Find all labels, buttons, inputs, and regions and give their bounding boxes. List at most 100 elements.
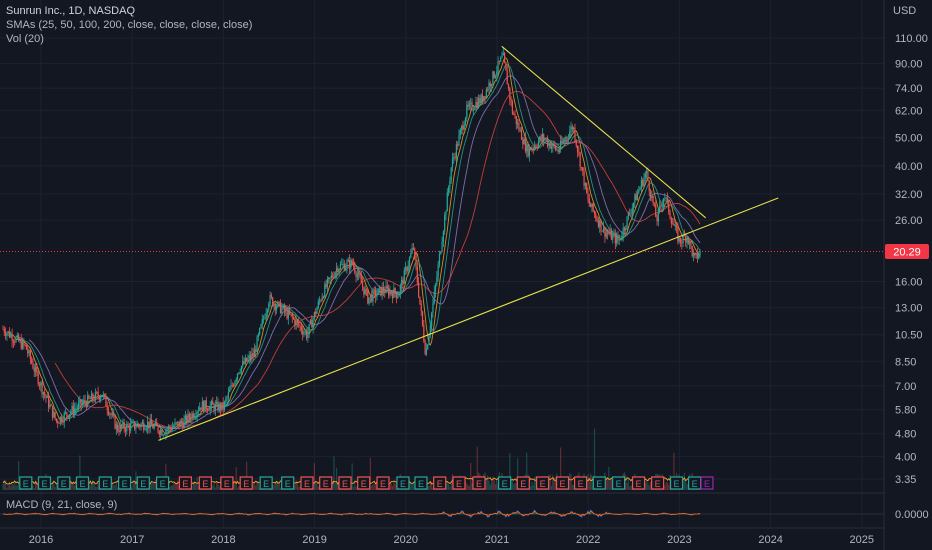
earnings-marker-miss[interactable]: E <box>536 476 550 490</box>
macd-histogram-bar <box>574 513 576 515</box>
earnings-marker-box <box>98 476 112 490</box>
earnings-marker-miss[interactable]: E <box>198 476 212 490</box>
earnings-marker-beat[interactable]: E <box>57 476 71 490</box>
earnings-marker-beat[interactable]: E <box>136 476 150 490</box>
earnings-marker-upcoming[interactable]: E <box>700 476 714 490</box>
earnings-marker-miss[interactable]: E <box>338 476 352 490</box>
candle-body <box>459 129 461 135</box>
earnings-marker-beat[interactable]: E <box>396 476 410 490</box>
earnings-marker-beat[interactable]: E <box>156 476 170 490</box>
candle-body <box>236 373 239 379</box>
candle-body <box>165 430 167 435</box>
earnings-marker-miss[interactable]: E <box>516 476 530 490</box>
earnings-marker-beat[interactable]: E <box>498 476 512 490</box>
earnings-marker-beat[interactable]: E <box>688 476 702 490</box>
volume-bar <box>354 480 356 490</box>
earnings-marker-miss[interactable]: E <box>220 476 234 490</box>
candle-body <box>453 157 455 159</box>
candle-body <box>239 372 241 374</box>
earnings-marker-miss[interactable]: E <box>555 476 570 490</box>
earnings-marker-beat[interactable]: E <box>414 476 428 490</box>
symbol-title[interactable]: Sunrun Inc., 1D, NASDAQ <box>6 5 135 17</box>
price-axis[interactable]: 110.00 90.00 74.00 62.00 50.00 40.00 32.00 26.0… <box>895 33 928 486</box>
candle-body <box>206 409 209 411</box>
candle-body <box>253 349 256 356</box>
volume-bar <box>176 480 179 490</box>
volume-bar <box>173 483 175 490</box>
candle-body <box>53 411 55 418</box>
volume-bar <box>629 486 631 490</box>
earnings-marker-miss[interactable]: E <box>452 476 466 490</box>
macd-histogram-bar <box>608 513 610 515</box>
macd-histogram-bar <box>349 513 351 515</box>
sma-legend[interactable]: SMAs (25, 50, 100, 200, close, close, cl… <box>6 19 253 31</box>
volume-bar <box>33 487 35 490</box>
candle-body <box>670 218 672 224</box>
earnings-marker-beat[interactable]: E <box>98 476 112 490</box>
macd-histogram-bar <box>592 513 594 515</box>
earnings-marker-box <box>281 476 295 490</box>
earnings-marker-beat[interactable]: E <box>75 476 90 490</box>
earnings-marker-beat[interactable]: E <box>612 476 626 490</box>
candle-body <box>182 422 184 428</box>
candle-body <box>154 422 157 426</box>
volume-bar <box>253 482 256 490</box>
resistance-trendline[interactable] <box>501 45 707 219</box>
candle-body <box>350 259 352 269</box>
macd-histogram-bar <box>110 513 112 515</box>
candle-body <box>502 53 504 56</box>
earnings-marker-miss[interactable]: E <box>433 476 447 490</box>
earnings-marker-box <box>650 476 665 490</box>
earnings-marker-label: E <box>263 479 269 489</box>
earnings-marker-beat[interactable]: E <box>118 476 132 490</box>
candle-body <box>321 296 323 301</box>
trendlines[interactable] <box>158 45 779 441</box>
earnings-marker-miss[interactable]: E <box>574 476 588 490</box>
macd-histogram-bar <box>328 513 330 515</box>
y-tick-label: 13.00 <box>895 303 923 315</box>
earnings-marker-beat[interactable]: E <box>281 476 295 490</box>
candle-body <box>644 173 646 178</box>
macd-histogram-bar <box>579 514 581 516</box>
earnings-marker-miss[interactable]: E <box>239 476 253 490</box>
earnings-marker-label: E <box>122 479 128 489</box>
earnings-marker-miss[interactable]: E <box>178 476 192 490</box>
candle-body <box>193 416 196 418</box>
earnings-marker-miss[interactable]: E <box>472 476 486 490</box>
candle-body <box>345 267 347 271</box>
volume-bar <box>429 481 431 490</box>
macd-legend[interactable]: MACD (9, 21, close, 9) <box>6 499 118 511</box>
candle-body <box>369 294 372 298</box>
candle-body <box>575 140 577 146</box>
volume-bar <box>11 483 13 490</box>
volume-bar <box>115 481 117 490</box>
earnings-marker-beat[interactable]: E <box>19 476 33 490</box>
earnings-marker-miss[interactable]: E <box>376 476 390 490</box>
support-trendline[interactable] <box>158 197 779 441</box>
x-tick-label: 2025 <box>850 534 874 546</box>
volume-bar <box>685 481 687 490</box>
earnings-marker-label: E <box>202 479 208 489</box>
earnings-marker-beat[interactable]: E <box>259 476 273 490</box>
volume-bar <box>372 484 374 490</box>
volume-bar <box>432 487 434 490</box>
earnings-marker-miss[interactable]: E <box>631 476 646 490</box>
candle-body <box>285 309 287 312</box>
candle-body <box>367 290 369 304</box>
macd-histogram-bar <box>663 513 665 515</box>
earnings-marker-miss[interactable]: E <box>357 476 371 490</box>
earnings-marker-beat[interactable]: E <box>37 476 52 490</box>
candle-body <box>139 425 141 427</box>
earnings-marker-miss[interactable]: E <box>650 476 665 490</box>
earnings-marker-beat[interactable]: E <box>669 476 684 490</box>
earnings-marker-beat[interactable]: E <box>592 476 606 490</box>
earnings-marker-miss[interactable]: E <box>300 476 314 490</box>
volume-legend[interactable]: Vol (20) <box>6 33 44 45</box>
candle-body <box>62 421 64 423</box>
candle-body <box>77 402 80 408</box>
candle-body <box>694 253 696 255</box>
earnings-marker-miss[interactable]: E <box>319 476 333 490</box>
time-axis[interactable]: 2016 2017 2018 2019 2020 2021 2022 2023 2024 2025 <box>29 534 874 546</box>
